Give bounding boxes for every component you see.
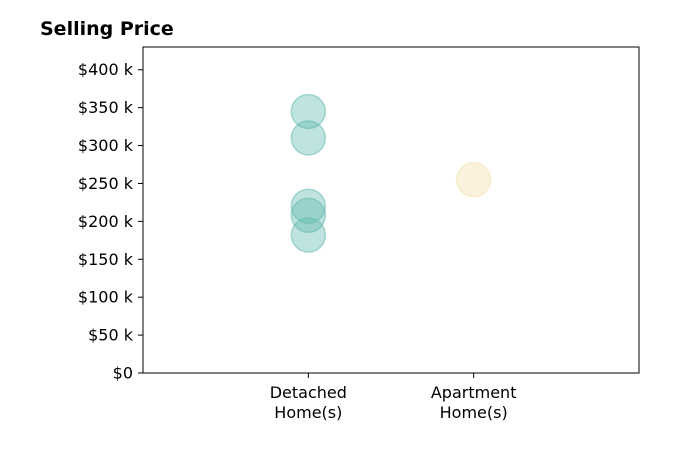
data-point [290,93,327,130]
x-tick-label: Detached Home(s) [270,383,347,422]
y-tick-label: $100 k [78,288,134,307]
y-axis: $0 $50 k $100 k $150 k $200 k $250 k $300 k $35… [78,60,143,383]
data-points [290,93,492,253]
data-point [290,197,327,234]
y-tick-label: $150 k [78,250,134,269]
y-tick-label: $350 k [78,98,134,117]
data-point [290,120,327,156]
data-point [455,161,492,198]
chart-title: Selling Price [40,18,174,40]
y-tick-label: $250 k [78,174,134,193]
plot-area-frame [142,46,640,374]
data-point [290,188,327,224]
y-tick-label: $50 k [88,326,134,345]
data-point [290,217,327,253]
y-tick-label: $300 k [78,136,134,155]
x-axis: Detached Home(s) Apartment Home(s) [270,373,517,422]
y-tick-label: $400 k [78,60,134,79]
y-tick-label: $0 [113,364,133,383]
x-tick-label: Apartment Home(s) [431,383,517,422]
y-tick-label: $200 k [78,212,134,231]
